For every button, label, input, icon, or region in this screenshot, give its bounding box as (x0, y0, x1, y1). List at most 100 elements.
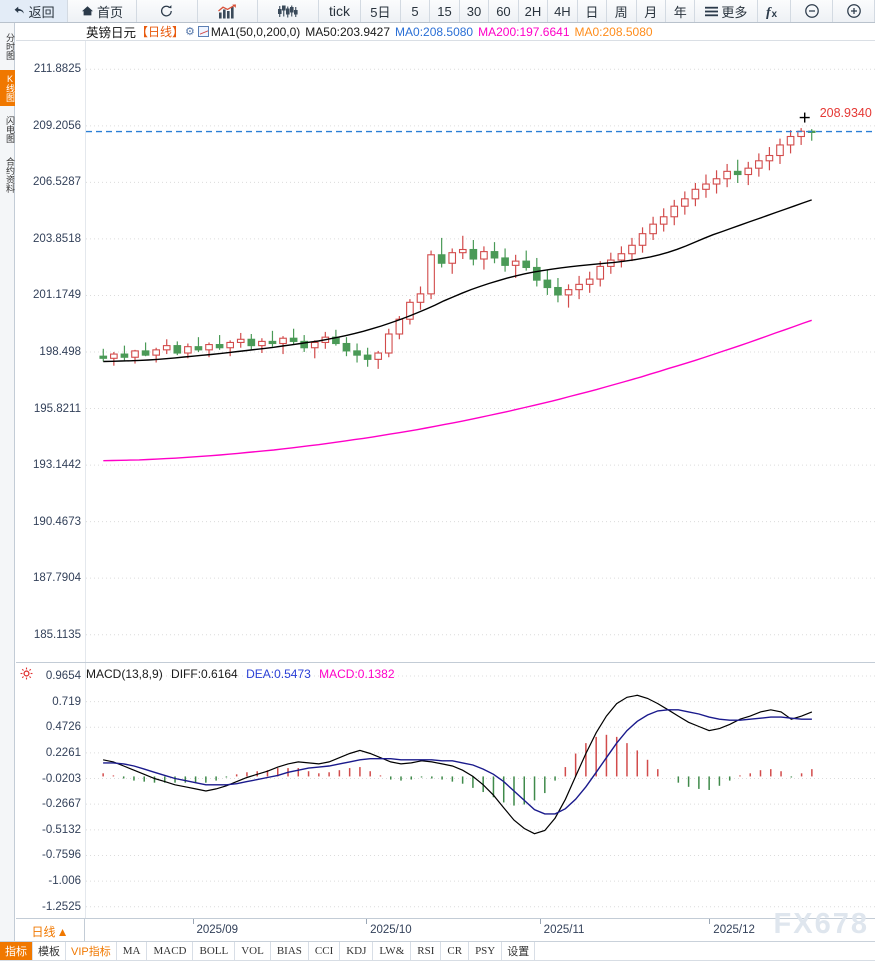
date-axis-label: 2025/10 (370, 924, 412, 936)
indicator-button-vol[interactable]: VOL (235, 942, 271, 960)
indicator-button-settings[interactable]: 设置 (502, 942, 536, 960)
period-5day[interactable]: 5日 (361, 0, 401, 22)
macd-diff-value: DIFF:0.6164 (171, 667, 238, 681)
chart-info-bar: 英镑日元 【日线】 ⚙ MA1(50,0,200,0) MA50:203.942… (16, 23, 875, 41)
period-tag-label: 日线 (31, 925, 56, 939)
macd-svg (86, 675, 875, 908)
sun-settings-icon[interactable] (20, 667, 33, 680)
macd-axis-tick: 0.719 (52, 695, 81, 708)
macd-axis-tick: -0.5132 (41, 823, 81, 836)
more-button-label: 更多 (721, 4, 748, 20)
price-axis-tick: 190.4673 (33, 515, 81, 528)
macd-axis-tick: -0.2667 (41, 798, 81, 811)
macd-plot-area[interactable] (86, 663, 875, 918)
period-15min-label: 15 (437, 3, 452, 19)
indicator-button-psy[interactable]: PSY (469, 942, 503, 960)
period-month[interactable]: 月 (637, 0, 667, 22)
price-axis-tick: 193.1442 (33, 459, 81, 472)
zoom-out-button[interactable] (791, 0, 834, 22)
svg-text:x: x (771, 9, 777, 19)
indicator-bar-filler (535, 942, 875, 960)
price-axis-tick: 201.1749 (33, 289, 81, 302)
refresh-icon (159, 4, 174, 18)
sidebar-item-timeshare[interactable]: 分时图 (5, 33, 15, 60)
settings-circle-icon[interactable]: ⚙ (185, 26, 195, 38)
macd-axis-tick: 0.9654 (45, 669, 81, 682)
macd-dea-value: DEA:0.5473 (246, 667, 311, 681)
indicator-tab-vip[interactable]: VIP指标 (66, 942, 117, 960)
back-button-label: 返回 (28, 4, 55, 20)
macd-axis-tick: -1.006 (48, 875, 81, 888)
ma-formula-label: MA1(50,0,200,0) (210, 24, 301, 39)
ma-indicator-icon[interactable] (197, 26, 209, 37)
period-month-label: 月 (644, 4, 658, 20)
indicator-button-lw[interactable]: LW& (373, 942, 412, 960)
bottom-strip (0, 960, 875, 966)
current-price-tag: 208.9340 (819, 105, 872, 120)
date-axis-label: 2025/09 (196, 924, 239, 936)
period-15min[interactable]: 15 (430, 0, 460, 22)
price-axis-tick: 185.1135 (33, 628, 81, 641)
symbol-label: 英镑日元 (86, 26, 137, 40)
macd-chart-panel[interactable]: 0.9654 0.719 0.4726 0.2261 -0.0203 -0.2667 -0.… (16, 662, 875, 918)
macd-macd-value: MACD:0.1382 (319, 667, 395, 681)
indicator-button-ma[interactable]: MA (117, 942, 148, 960)
back-arrow-icon (13, 5, 26, 17)
macd-header: MACD(13,8,9) DIFF:0.6164 DEA:0.5473 MACD… (86, 667, 395, 681)
indicator-button-rsi[interactable]: RSI (411, 942, 442, 960)
indicator-button-cr[interactable]: CR (441, 942, 470, 960)
main-toolbar: 返回 首页 tick 5日 5 15 30 60 2H 4H 日周月年 更多 f x (0, 0, 875, 23)
indicator-button-cci[interactable]: CCI (309, 942, 341, 960)
macd-axis-tick: 0.4726 (45, 721, 81, 734)
more-button[interactable]: 更多 (695, 0, 759, 22)
macd-axis-tick: -0.7596 (41, 849, 81, 862)
period-tick[interactable]: tick (319, 0, 361, 22)
indicator-button-kdj[interactable]: KDJ (340, 942, 374, 960)
period-selector-tag[interactable]: 日线 ▲ (16, 918, 85, 944)
indicator-button-boll[interactable]: BOLL (193, 942, 236, 960)
candlestick-svg (86, 68, 875, 636)
period-week[interactable]: 周 (607, 0, 637, 22)
period-30min[interactable]: 30 (460, 0, 490, 22)
date-axis-label: 2025/12 (713, 924, 755, 936)
sidebar-item-kline[interactable]: K线图 (0, 70, 15, 106)
macd-axis-tick: -1.2525 (41, 900, 81, 913)
ma50-value: MA50:203.9427 (305, 24, 391, 39)
indicator-button-bias[interactable]: BIAS (271, 942, 309, 960)
refresh-button[interactable] (137, 0, 198, 22)
candlestick-button[interactable] (258, 0, 320, 22)
left-sidebar: 分时图 K线图闪电图合约资料 (0, 23, 15, 943)
period-60min[interactable]: 60 (489, 0, 519, 22)
period-year[interactable]: 年 (666, 0, 696, 22)
period-year-label: 年 (673, 4, 687, 20)
indicator-tab-zhibiao[interactable]: 指标 (0, 942, 33, 960)
svg-text:f: f (766, 5, 772, 19)
ma200-value: MA200:197.6641 (478, 24, 570, 39)
back-button[interactable]: 返回 (0, 0, 69, 22)
price-plot-area[interactable] (86, 41, 875, 662)
period-4h[interactable]: 4H (548, 0, 578, 22)
sidebar-item-contract[interactable]: 合约资料 (5, 157, 15, 193)
hamburger-icon (705, 6, 719, 17)
period-2h[interactable]: 2H (519, 0, 549, 22)
price-chart-panel[interactable]: 211.8825 209.2056 206.5287 203.8518 201.1749… (16, 40, 875, 662)
price-y-axis: 211.8825 209.2056 206.5287 203.8518 201.1749… (16, 41, 86, 662)
period-day[interactable]: 日 (578, 0, 608, 22)
zoom-in-button[interactable] (833, 0, 875, 22)
indicator-toolbar: 指标 模板 VIP指标 MA MACD BOLL VOL BIAS CCI KDJ LW& RSI CR… (0, 941, 875, 960)
date-axis-tick (366, 919, 368, 924)
period-30min-label: 30 (466, 3, 482, 19)
macd-title: MACD(13,8,9) (86, 667, 163, 681)
period-60min-label: 60 (496, 3, 511, 19)
home-button[interactable]: 首页 (68, 0, 137, 22)
chart-type-button[interactable] (198, 0, 259, 22)
indicator-button-macd[interactable]: MACD (147, 942, 194, 960)
indicator-tab-moban[interactable]: 模板 (33, 942, 66, 960)
period-5min[interactable]: 5 (401, 0, 431, 22)
sidebar-item-lightning[interactable]: 闪电图 (5, 116, 15, 143)
ma0-orange-value: MA0:208.5080 (574, 24, 653, 39)
date-axis-tick (709, 919, 711, 924)
period-tag-arrow: ▲ (56, 924, 69, 939)
